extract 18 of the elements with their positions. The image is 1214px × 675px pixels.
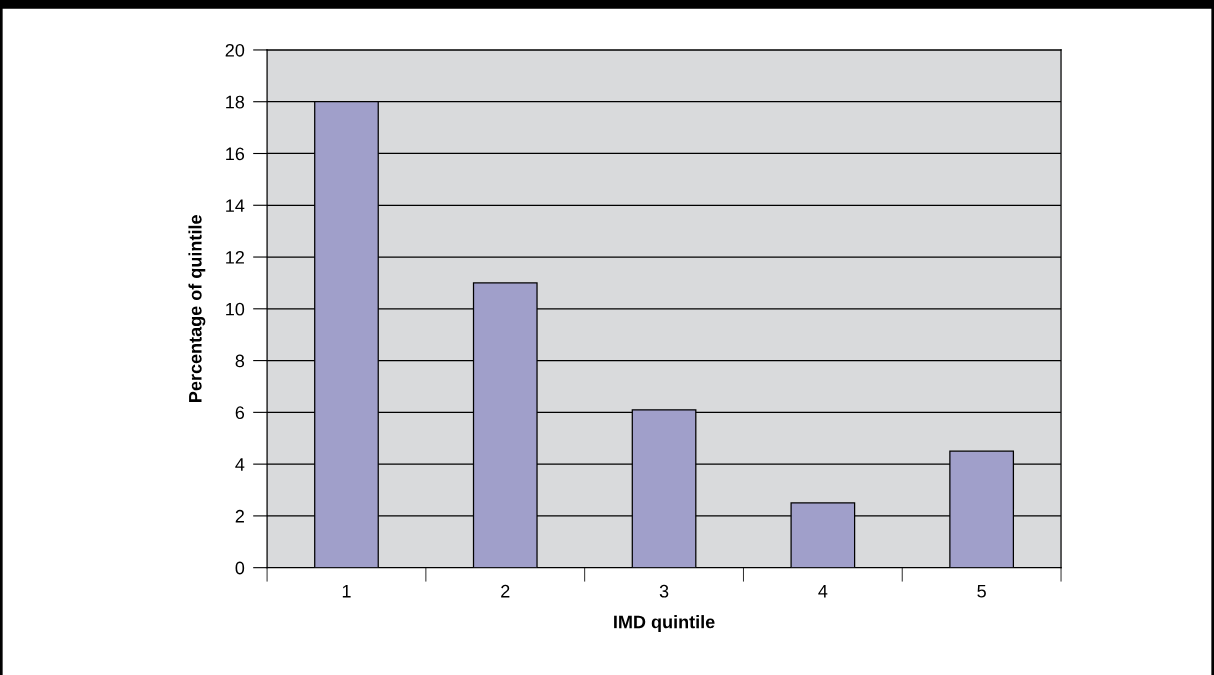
x-tick-label: 1	[342, 585, 351, 598]
x-tick-label: 5	[977, 585, 986, 598]
y-tick-label: 2	[235, 509, 244, 523]
x-tick-label: 3	[659, 584, 669, 598]
y-tick-label: 4	[235, 458, 245, 471]
y-tick-label: 20	[225, 43, 245, 57]
y-tick-label: 8	[235, 354, 245, 368]
y-tick-label: 6	[235, 406, 245, 420]
x-axis-title: IMD quintile	[614, 615, 715, 632]
y-tick-label: 14	[226, 199, 245, 212]
y-tick-label: 12	[226, 250, 244, 264]
x-tick-label: 4	[818, 585, 828, 598]
y-axis-title: Percentage of quintile	[188, 215, 206, 402]
y-tick-label: 0	[235, 561, 245, 575]
y-tick-label: 16	[226, 147, 245, 161]
y-tick-label: 10	[226, 302, 245, 316]
x-tick-label: 2	[501, 584, 510, 598]
y-tick-label: 18	[226, 95, 245, 109]
